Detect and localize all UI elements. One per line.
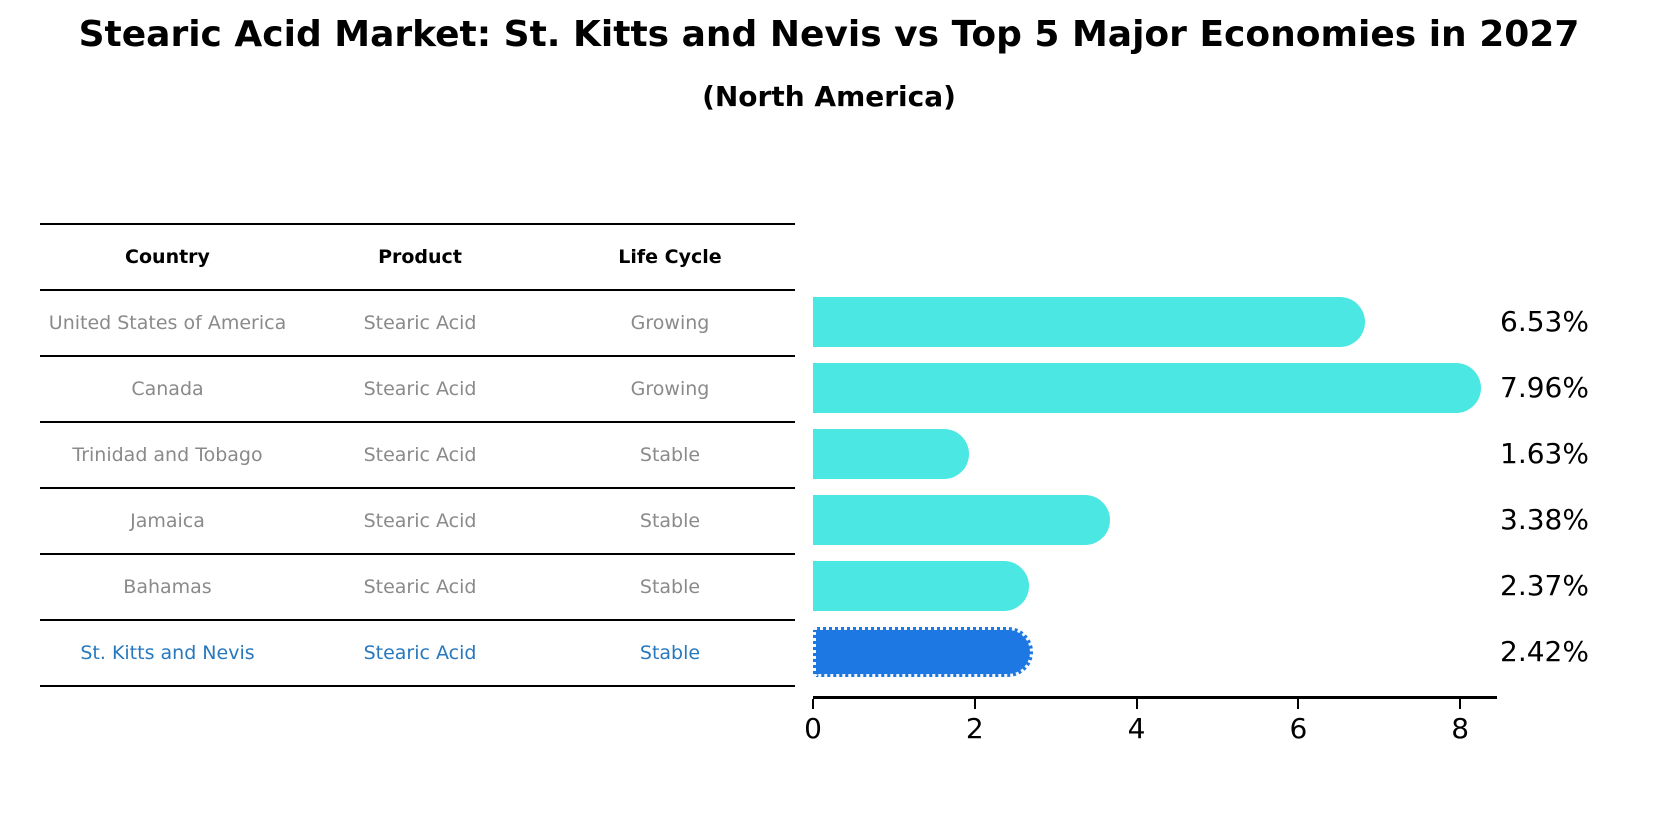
bar-value-label: 3.38% <box>1500 503 1589 536</box>
bar-value-label: 7.96% <box>1500 371 1589 404</box>
life-cycle-cell: Stable <box>639 510 701 532</box>
table-row: Canada Stearic Acid Growing <box>40 357 795 423</box>
chart-subtitle: (North America) <box>702 80 956 113</box>
x-axis-tick <box>1135 699 1138 709</box>
product-cell: Stearic Acid <box>363 642 477 664</box>
bar <box>813 363 1481 413</box>
x-axis-line <box>813 696 1497 699</box>
life-cycle-cell: Growing <box>630 378 710 400</box>
bar-highlight <box>813 627 1033 677</box>
product-cell: Stearic Acid <box>363 576 477 598</box>
x-axis-tick-label: 6 <box>1289 712 1308 745</box>
bar-value-label: 2.37% <box>1500 569 1589 602</box>
column-header-country: Country <box>125 246 210 268</box>
chart-title: Stearic Acid Market: St. Kitts and Nevis… <box>78 14 1580 55</box>
life-cycle-cell: Growing <box>630 312 710 334</box>
x-axis-tick <box>1297 699 1300 709</box>
table-row: Jamaica Stearic Acid Stable <box>40 489 795 555</box>
bar-value-label: 2.42% <box>1500 635 1589 668</box>
table-header-row: Country Product Life Cycle <box>40 225 795 291</box>
bar <box>813 429 969 479</box>
x-axis-tick <box>1459 699 1462 709</box>
bar-value-label: 1.63% <box>1500 437 1589 470</box>
x-axis-tick <box>812 699 814 709</box>
life-cycle-cell: Stable <box>639 444 701 466</box>
product-cell: Stearic Acid <box>363 378 477 400</box>
table-row: St. Kitts and Nevis Stearic Acid Stable <box>40 621 795 687</box>
life-cycle-cell: Stable <box>639 642 701 664</box>
table-row: Bahamas Stearic Acid Stable <box>40 555 795 621</box>
x-axis-tick <box>973 699 976 709</box>
product-cell: Stearic Acid <box>363 444 477 466</box>
country-cell: St. Kitts and Nevis <box>80 642 255 664</box>
column-header-life-cycle: Life Cycle <box>618 246 722 268</box>
country-cell: United States of America <box>48 312 287 334</box>
country-cell: Jamaica <box>130 510 205 532</box>
country-cell: Trinidad and Tobago <box>72 444 263 466</box>
x-axis-tick-label: 0 <box>804 712 822 745</box>
product-cell: Stearic Acid <box>363 312 477 334</box>
country-table: Country Product Life Cycle United States… <box>40 223 795 687</box>
x-axis-tick-label: 8 <box>1451 712 1470 745</box>
bar-value-label: 6.53% <box>1500 305 1589 338</box>
x-axis-tick-label: 4 <box>1127 712 1146 745</box>
x-axis-tick-label: 2 <box>965 712 984 745</box>
bar <box>813 495 1110 545</box>
column-header-product: Product <box>378 246 462 268</box>
table-body: United States of America Stearic Acid Gr… <box>40 291 795 687</box>
table-row: Trinidad and Tobago Stearic Acid Stable <box>40 423 795 489</box>
country-cell: Canada <box>131 378 204 400</box>
table-row: United States of America Stearic Acid Gr… <box>40 291 795 357</box>
product-cell: Stearic Acid <box>363 510 477 532</box>
life-cycle-cell: Stable <box>639 576 701 598</box>
bar <box>813 297 1365 347</box>
bar <box>813 561 1029 611</box>
country-cell: Bahamas <box>123 576 212 598</box>
